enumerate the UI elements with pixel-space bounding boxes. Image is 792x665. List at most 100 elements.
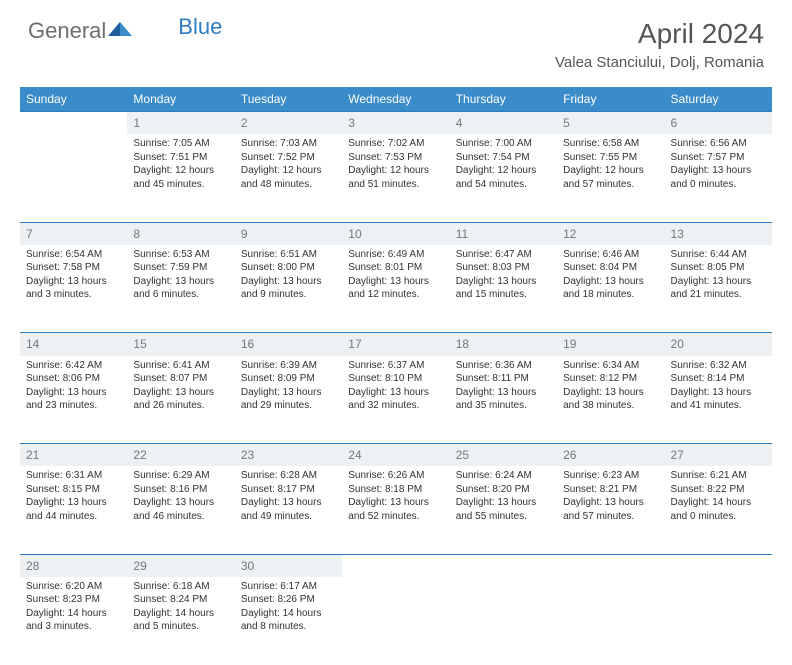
weekday-header: Sunday (20, 87, 127, 112)
day-cell: Sunrise: 6:41 AMSunset: 8:07 PMDaylight:… (127, 356, 234, 444)
day-number-cell: 29 (127, 554, 234, 577)
day-cell: Sunrise: 6:31 AMSunset: 8:15 PMDaylight:… (20, 466, 127, 554)
day-cell (557, 577, 664, 665)
daylight-line: Daylight: 13 hours and 9 minutes. (241, 275, 336, 302)
day-cell: Sunrise: 7:05 AMSunset: 7:51 PMDaylight:… (127, 134, 234, 222)
sunrise-line: Sunrise: 6:47 AM (456, 248, 551, 262)
daylight-line: Daylight: 13 hours and 23 minutes. (26, 386, 121, 413)
day-cell: Sunrise: 6:29 AMSunset: 8:16 PMDaylight:… (127, 466, 234, 554)
day-cell: Sunrise: 6:23 AMSunset: 8:21 PMDaylight:… (557, 466, 664, 554)
daylight-line: Daylight: 13 hours and 35 minutes. (456, 386, 551, 413)
day-number-cell: 7 (20, 222, 127, 245)
daylight-line: Daylight: 13 hours and 52 minutes. (348, 496, 443, 523)
day-number-cell: 23 (235, 444, 342, 467)
daylight-line: Daylight: 13 hours and 3 minutes. (26, 275, 121, 302)
sunset-line: Sunset: 8:20 PM (456, 483, 551, 497)
day-cell: Sunrise: 6:32 AMSunset: 8:14 PMDaylight:… (665, 356, 772, 444)
sunrise-line: Sunrise: 6:18 AM (133, 580, 228, 594)
sunrise-line: Sunrise: 6:24 AM (456, 469, 551, 483)
day-number-cell: 27 (665, 444, 772, 467)
sunrise-line: Sunrise: 6:23 AM (563, 469, 658, 483)
day-number-cell: 20 (665, 333, 772, 356)
day-number-cell (20, 112, 127, 135)
sunrise-line: Sunrise: 6:20 AM (26, 580, 121, 594)
day-cell: Sunrise: 6:18 AMSunset: 8:24 PMDaylight:… (127, 577, 234, 665)
day-body-row: Sunrise: 6:42 AMSunset: 8:06 PMDaylight:… (20, 356, 772, 444)
sunrise-line: Sunrise: 6:21 AM (671, 469, 766, 483)
day-body-row: Sunrise: 6:31 AMSunset: 8:15 PMDaylight:… (20, 466, 772, 554)
day-cell: Sunrise: 6:54 AMSunset: 7:58 PMDaylight:… (20, 245, 127, 333)
page-title: April 2024 (555, 18, 764, 50)
day-cell: Sunrise: 7:00 AMSunset: 7:54 PMDaylight:… (450, 134, 557, 222)
day-number-cell: 21 (20, 444, 127, 467)
daylight-line: Daylight: 13 hours and 18 minutes. (563, 275, 658, 302)
logo-text-1: General (28, 18, 106, 44)
daylight-line: Daylight: 12 hours and 57 minutes. (563, 164, 658, 191)
day-number-cell: 5 (557, 112, 664, 135)
day-cell: Sunrise: 6:34 AMSunset: 8:12 PMDaylight:… (557, 356, 664, 444)
day-cell: Sunrise: 6:56 AMSunset: 7:57 PMDaylight:… (665, 134, 772, 222)
day-cell: Sunrise: 6:37 AMSunset: 8:10 PMDaylight:… (342, 356, 449, 444)
location-label: Valea Stanciului, Dolj, Romania (555, 54, 764, 71)
day-number-cell: 14 (20, 333, 127, 356)
daylight-line: Daylight: 14 hours and 5 minutes. (133, 607, 228, 634)
day-number-cell: 17 (342, 333, 449, 356)
daylight-line: Daylight: 13 hours and 49 minutes. (241, 496, 336, 523)
day-number-row: 123456 (20, 112, 772, 135)
sunset-line: Sunset: 8:09 PM (241, 372, 336, 386)
sunset-line: Sunset: 8:01 PM (348, 261, 443, 275)
day-number-cell (665, 554, 772, 577)
daylight-line: Daylight: 14 hours and 0 minutes. (671, 496, 766, 523)
sunset-line: Sunset: 8:23 PM (26, 593, 121, 607)
day-cell: Sunrise: 6:24 AMSunset: 8:20 PMDaylight:… (450, 466, 557, 554)
daylight-line: Daylight: 13 hours and 57 minutes. (563, 496, 658, 523)
day-number-cell: 15 (127, 333, 234, 356)
sunset-line: Sunset: 8:24 PM (133, 593, 228, 607)
daylight-line: Daylight: 13 hours and 41 minutes. (671, 386, 766, 413)
sunrise-line: Sunrise: 6:54 AM (26, 248, 121, 262)
sunrise-line: Sunrise: 6:32 AM (671, 359, 766, 373)
day-body-row: Sunrise: 7:05 AMSunset: 7:51 PMDaylight:… (20, 134, 772, 222)
day-cell: Sunrise: 6:47 AMSunset: 8:03 PMDaylight:… (450, 245, 557, 333)
day-cell: Sunrise: 6:39 AMSunset: 8:09 PMDaylight:… (235, 356, 342, 444)
day-number-cell (450, 554, 557, 577)
sunset-line: Sunset: 8:18 PM (348, 483, 443, 497)
sunset-line: Sunset: 7:52 PM (241, 151, 336, 165)
day-number-cell: 16 (235, 333, 342, 356)
day-cell (450, 577, 557, 665)
day-number-cell (557, 554, 664, 577)
sunset-line: Sunset: 8:22 PM (671, 483, 766, 497)
sunset-line: Sunset: 8:26 PM (241, 593, 336, 607)
day-number-cell: 13 (665, 222, 772, 245)
daylight-line: Daylight: 13 hours and 0 minutes. (671, 164, 766, 191)
weekday-header: Tuesday (235, 87, 342, 112)
sunset-line: Sunset: 7:58 PM (26, 261, 121, 275)
sunrise-line: Sunrise: 6:58 AM (563, 137, 658, 151)
day-cell: Sunrise: 7:03 AMSunset: 7:52 PMDaylight:… (235, 134, 342, 222)
logo: General Blue (28, 18, 222, 44)
daylight-line: Daylight: 13 hours and 15 minutes. (456, 275, 551, 302)
day-cell: Sunrise: 6:26 AMSunset: 8:18 PMDaylight:… (342, 466, 449, 554)
sunrise-line: Sunrise: 6:29 AM (133, 469, 228, 483)
day-number-cell: 8 (127, 222, 234, 245)
sunset-line: Sunset: 8:12 PM (563, 372, 658, 386)
day-number-cell: 30 (235, 554, 342, 577)
day-number-cell: 18 (450, 333, 557, 356)
day-cell: Sunrise: 6:44 AMSunset: 8:05 PMDaylight:… (665, 245, 772, 333)
daylight-line: Daylight: 13 hours and 21 minutes. (671, 275, 766, 302)
day-number-cell: 24 (342, 444, 449, 467)
day-number-row: 21222324252627 (20, 444, 772, 467)
sunset-line: Sunset: 8:05 PM (671, 261, 766, 275)
weekday-header: Monday (127, 87, 234, 112)
weekday-header-row: Sunday Monday Tuesday Wednesday Thursday… (20, 87, 772, 112)
day-cell: Sunrise: 6:46 AMSunset: 8:04 PMDaylight:… (557, 245, 664, 333)
weekday-header: Wednesday (342, 87, 449, 112)
sunrise-line: Sunrise: 6:34 AM (563, 359, 658, 373)
day-number-cell: 3 (342, 112, 449, 135)
sunset-line: Sunset: 7:59 PM (133, 261, 228, 275)
logo-text-2: Blue (178, 14, 222, 40)
day-cell: Sunrise: 6:21 AMSunset: 8:22 PMDaylight:… (665, 466, 772, 554)
sunrise-line: Sunrise: 6:17 AM (241, 580, 336, 594)
day-body-row: Sunrise: 6:20 AMSunset: 8:23 PM Daylight:… (20, 577, 772, 665)
daylight-line: Daylight: 13 hours and 55 minutes. (456, 496, 551, 523)
